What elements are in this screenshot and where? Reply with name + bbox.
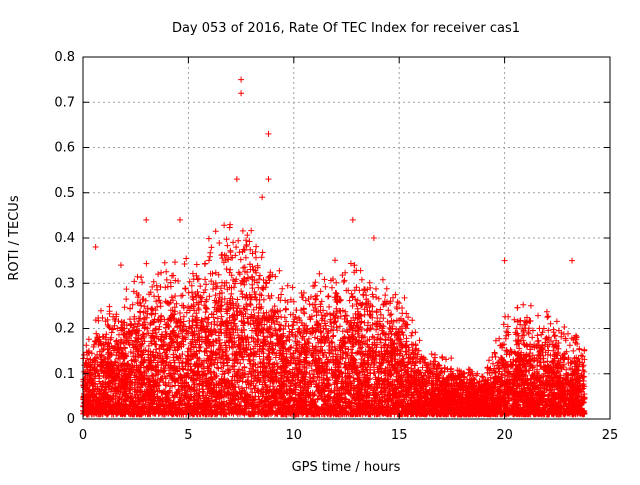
y-tick-label-2: 0.2 — [54, 322, 75, 337]
x-tick-label-0: 0 — [79, 428, 87, 443]
y-tick-label-8: 0.8 — [54, 50, 75, 65]
data-point-8 — [349, 216, 356, 223]
data-point-9 — [370, 235, 377, 241]
x-tick-label-3: 15 — [391, 428, 408, 443]
y-tick-label-1: 0.1 — [54, 367, 75, 382]
data-point-10 — [92, 244, 99, 251]
y-tick-label-0: 0 — [67, 412, 75, 427]
data-point-2 — [265, 130, 272, 137]
y-tick-label-7: 0.7 — [54, 95, 75, 110]
data-point-0 — [238, 76, 245, 83]
point-cloud — [80, 221, 588, 418]
data-point-13 — [117, 262, 124, 269]
x-tick-label-4: 20 — [496, 428, 513, 443]
x-tick-label-5: 25 — [602, 428, 619, 443]
axes: 0 5 10 15 20 25 0 0.1 0.2 0.3 0.4 0.5 0.6 0.7 0.8 — [54, 50, 618, 443]
x-tick-label-2: 10 — [286, 428, 303, 443]
data-point-11 — [569, 257, 576, 264]
chart-title: Day 053 of 2016, Rate Of TEC Index for r… — [172, 21, 520, 36]
data-point-1 — [238, 90, 245, 97]
data-points — [80, 76, 588, 418]
x-axis-label: GPS time / hours — [292, 460, 401, 475]
y-tick-label-3: 0.3 — [54, 276, 75, 291]
x-tick-label-1: 5 — [184, 428, 192, 443]
data-point-3 — [233, 176, 240, 183]
data-point-5 — [259, 194, 266, 201]
data-point-12 — [501, 257, 508, 264]
y-tick-label-4: 0.4 — [54, 231, 75, 246]
data-point-6 — [143, 216, 150, 223]
data-point-7 — [176, 216, 183, 223]
data-point-4 — [265, 176, 272, 183]
y-tick-label-5: 0.5 — [54, 186, 75, 201]
y-axis-label: ROTI / TECUs — [7, 195, 22, 280]
y-tick-label-6: 0.6 — [54, 141, 75, 156]
